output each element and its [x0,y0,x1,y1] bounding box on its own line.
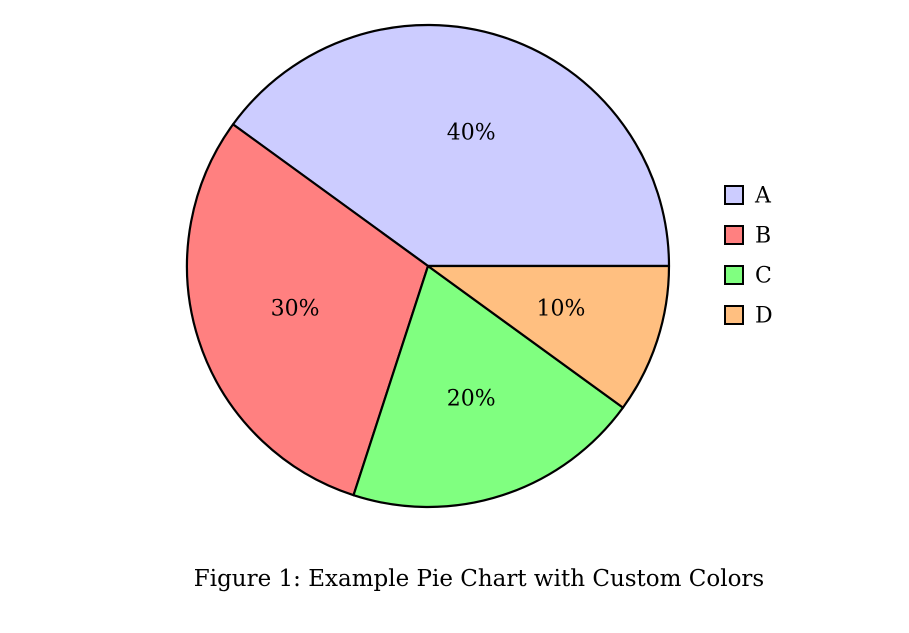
pie-slice-a [231,23,671,268]
slice-label-c: 20% [447,386,496,411]
legend-label-b: B [755,224,771,249]
pie-slice-d [426,264,671,409]
slice-label-a: 40% [447,121,496,146]
slice-labels: 40% 30% 20% 10% [271,121,586,412]
legend-label-c: C [755,264,772,289]
legend-swatch-d [724,305,744,325]
legend-label-d: D [755,304,773,329]
legend-label-a: A [754,184,772,209]
slice-label-d: 10% [536,297,585,322]
figure-caption: Figure 1: Example Pie Chart with Custom … [193,566,765,592]
legend-swatch-a [724,185,744,205]
legend-swatch-c [724,265,744,285]
pie-slice-c [352,264,625,509]
pie-slice-b [185,123,430,497]
legend-swatch-b [724,225,744,245]
slice-label-b: 30% [271,297,320,322]
pie-slices [185,23,671,509]
